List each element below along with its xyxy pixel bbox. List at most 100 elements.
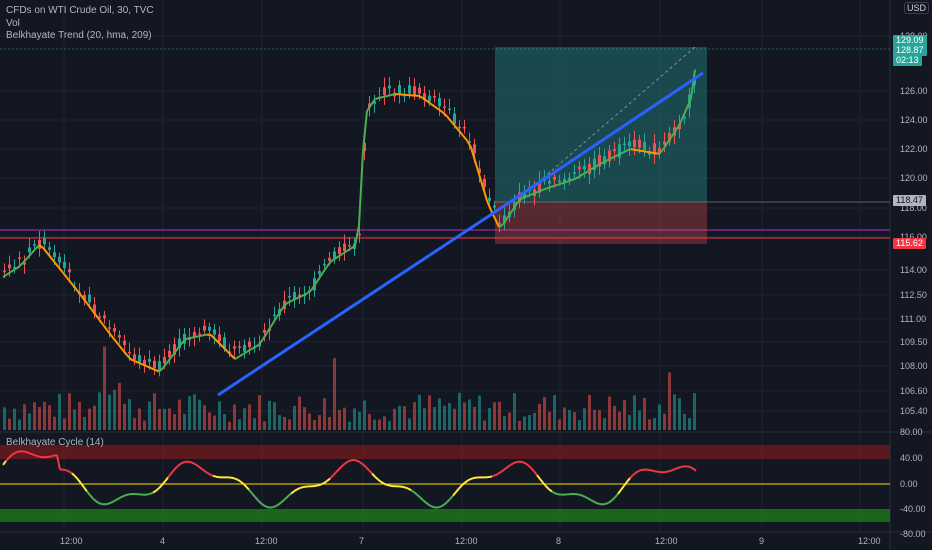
- cycle-oscillator-segment: [290, 490, 295, 495]
- cycle-oscillator-segment: [167, 472, 172, 479]
- trendline-lower: [217, 210, 496, 397]
- cycle-axis-label: 0.00: [900, 479, 918, 489]
- belkhayate-trend-segment: [210, 334, 216, 340]
- volume-bar: [198, 399, 201, 430]
- belkhayate-trend-segment: [218, 342, 224, 348]
- candle-body: [538, 181, 541, 193]
- belkhayate-trend-segment: [622, 149, 628, 154]
- volume-bar: [528, 415, 531, 430]
- price-axis-label: 114.00: [900, 265, 927, 275]
- cycle-oscillator-segment: [581, 494, 586, 498]
- cycle-oscillator-segment: [263, 504, 268, 508]
- volume-bar: [3, 407, 6, 430]
- cycle-oscillator-segment: [56, 454, 61, 470]
- candle-body: [258, 343, 261, 347]
- belkhayate-trend-segment: [382, 95, 388, 98]
- trend-indicator-legend[interactable]: Belkhayate Trend (20, hma, 209): [6, 30, 152, 41]
- cycle-indicator-legend[interactable]: Belkhayate Cycle (14): [6, 437, 104, 448]
- candle-body: [133, 354, 136, 360]
- cycle-oscillator-segment: [50, 454, 55, 458]
- candle-body: [388, 85, 391, 89]
- belkhayate-trend-segment: [154, 368, 160, 373]
- level-badge-2: 115.62: [893, 238, 926, 249]
- cycle-oscillator-segment: [593, 500, 598, 505]
- volume-bar: [228, 421, 231, 430]
- cycle-oscillator-segment: [548, 488, 553, 493]
- cycle-oscillator-segment: [98, 502, 103, 506]
- trendline-upper: [494, 71, 704, 214]
- candle-body: [628, 141, 631, 147]
- cycle-oscillator-segment: [431, 505, 436, 509]
- candle-body: [473, 144, 476, 154]
- candle-body: [13, 266, 16, 269]
- candle-body: [383, 87, 386, 95]
- cycle-oscillator-segment: [686, 465, 691, 469]
- cycle-oscillator-segment: [407, 487, 412, 491]
- belkhayate-trend-segment: [554, 183, 560, 187]
- candle-body: [113, 328, 116, 332]
- volume-bar: [433, 407, 436, 430]
- candle-body: [158, 361, 161, 371]
- belkhayate-trend-segment: [22, 257, 28, 264]
- candle-body: [98, 316, 101, 319]
- cycle-oscillator-segment: [344, 460, 349, 465]
- volume-bar: [308, 413, 311, 430]
- belkhayate-trend-segment: [322, 265, 328, 274]
- belkhayate-trend-segment: [106, 329, 112, 336]
- volume-bar: [488, 407, 491, 430]
- volume-bar: [163, 408, 166, 430]
- volume-bar: [363, 400, 366, 430]
- volume-bar: [498, 401, 501, 430]
- candle-body: [648, 153, 651, 155]
- volume-bar: [653, 417, 656, 430]
- cycle-oscillator-segment: [677, 465, 682, 469]
- belkhayate-trend-segment: [542, 187, 548, 191]
- belkhayate-trend-segment: [330, 257, 336, 263]
- cycle-oscillator-segment: [161, 480, 166, 486]
- belkhayate-trend-segment: [282, 302, 288, 308]
- volume-bar: [343, 407, 346, 430]
- volume-bar: [213, 415, 216, 430]
- volume-bar: [68, 393, 71, 430]
- volume-bar: [28, 413, 31, 430]
- cycle-oscillator-segment: [341, 462, 346, 467]
- cycle-oscillator-segment: [380, 481, 385, 485]
- candle-body: [293, 292, 296, 300]
- volume-bar: [608, 396, 611, 430]
- belkhayate-trend-segment: [310, 283, 316, 292]
- candle-body: [93, 304, 96, 314]
- cycle-oscillator-segment: [2, 460, 7, 466]
- volume-bar: [513, 393, 516, 430]
- volume-bar: [103, 346, 106, 430]
- belkhayate-trend-segment: [222, 346, 228, 352]
- cycle-oscillator-segment: [590, 499, 595, 503]
- candle-body: [598, 155, 601, 167]
- belkhayate-trend-segment: [202, 333, 208, 337]
- belkhayate-trend-segment: [314, 277, 320, 286]
- cycle-oscillator-segment: [338, 465, 343, 470]
- candle-body: [683, 116, 686, 119]
- cycle-oscillator-segment: [362, 463, 367, 468]
- cycle-oscillator-segment: [188, 460, 193, 464]
- cycle-oscillator-segment: [587, 497, 592, 501]
- cycle-oscillator-segment: [32, 453, 37, 457]
- cycle-oscillator-segment: [95, 500, 100, 504]
- volume-bar: [358, 411, 361, 430]
- cycle-oscillator-segment: [455, 487, 460, 493]
- volume-bar: [373, 419, 376, 430]
- cycle-oscillator-segment: [284, 495, 289, 500]
- cycle-oscillator-segment: [239, 480, 244, 485]
- cycle-oscillator-segment: [245, 485, 250, 491]
- belkhayate-trend-segment: [610, 155, 616, 160]
- volume-legend[interactable]: Vol: [6, 18, 20, 29]
- candle-body: [238, 346, 241, 348]
- belkhayate-trend-segment: [446, 115, 452, 122]
- symbol-legend[interactable]: CFDs on WTI Crude Oil, 30, TVC: [6, 5, 154, 16]
- volume-bar: [123, 403, 126, 430]
- currency-button[interactable]: USD: [904, 2, 930, 14]
- belkhayate-trend-segment: [130, 358, 136, 363]
- volume-bar: [523, 416, 526, 430]
- volume-bar: [458, 392, 461, 430]
- volume-bar: [88, 408, 91, 430]
